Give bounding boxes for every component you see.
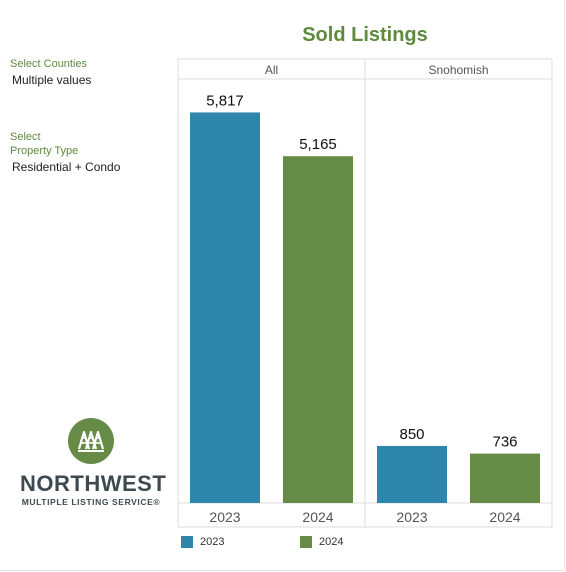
property-type-label-line1: Select — [10, 131, 41, 143]
property-type-filter-value[interactable]: Residential + Condo — [12, 160, 121, 174]
counties-filter-label: Select Counties — [10, 58, 88, 70]
legend-item-2024: 2024 — [300, 536, 343, 548]
data-label-all-2023: 5,817 — [206, 92, 244, 109]
panel-header-all: All — [265, 63, 278, 77]
x-tick-snohomish-2024: 2024 — [489, 509, 520, 525]
bar-all-2024 — [283, 156, 353, 503]
trees-logo-icon — [68, 418, 114, 464]
x-tick-snohomish-2023: 2023 — [396, 509, 427, 525]
data-label-snohomish-2024: 736 — [492, 434, 517, 451]
legend-swatch-2024 — [300, 536, 312, 548]
legend-item-2023: 2023 — [181, 536, 224, 548]
bar-all-2023 — [190, 112, 260, 504]
property-type-label-line2: Property Type — [10, 145, 79, 157]
logo-subtitle: MULTIPLE LISTING SERVICE® — [21, 497, 161, 507]
bar-snohomish-2023 — [377, 445, 447, 503]
data-label-snohomish-2023: 850 — [399, 426, 424, 443]
legend-label-2023: 2023 — [200, 536, 225, 548]
counties-filter-value[interactable]: Multiple values — [12, 73, 92, 87]
chart-title: Sold Listings — [302, 24, 428, 46]
bar-snohomish-2024 — [470, 453, 540, 503]
nwmls-logo: NORTHWEST MULTIPLE LISTING SERVICE® — [20, 418, 167, 507]
panel-header-snohomish: Snohomish — [428, 63, 488, 77]
logo-name: NORTHWEST — [20, 471, 167, 496]
data-label-all-2024: 5,165 — [299, 136, 337, 153]
x-tick-all-2024: 2024 — [302, 509, 333, 525]
legend-swatch-2023 — [181, 536, 193, 548]
x-tick-all-2023: 2023 — [209, 509, 240, 525]
legend-label-2024: 2024 — [319, 536, 344, 548]
